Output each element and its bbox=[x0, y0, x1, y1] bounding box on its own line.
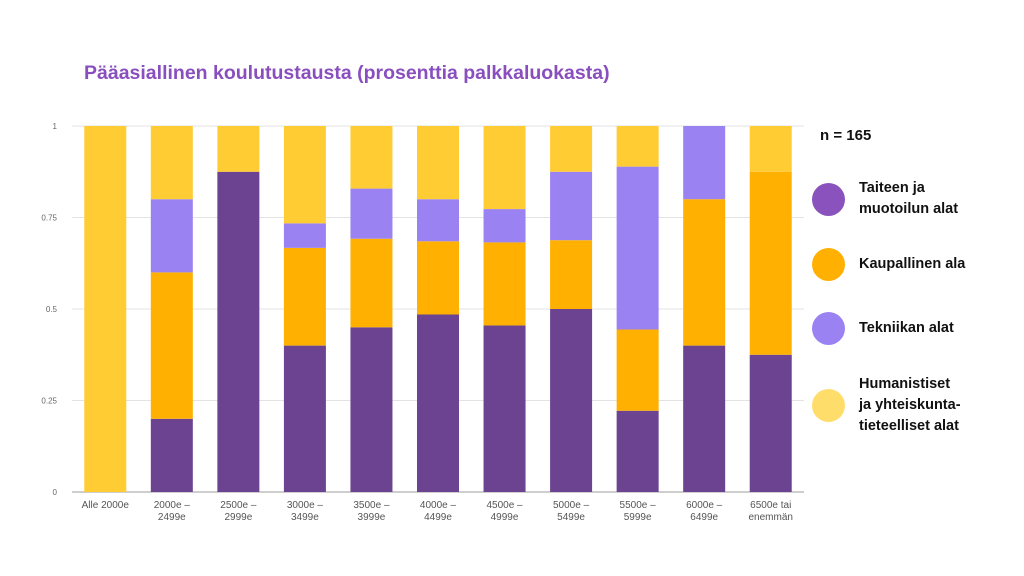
bar-segment bbox=[350, 238, 393, 328]
bar-segment bbox=[150, 199, 193, 273]
legend-item-humanistiset: Humanistiset ja yhteiskunta- tieteellise… bbox=[812, 374, 961, 437]
bar-segment bbox=[84, 126, 127, 492]
bar-segment bbox=[417, 241, 459, 315]
bar-segment bbox=[616, 126, 659, 167]
y-tick-label: 0 bbox=[53, 488, 58, 497]
y-tick-label: 1 bbox=[53, 122, 58, 131]
bar-segment bbox=[616, 166, 659, 330]
bar-segment bbox=[683, 345, 726, 492]
bar-segment bbox=[217, 126, 260, 172]
bar-segment bbox=[550, 126, 593, 172]
legend-label-tekniikka: Tekniikan alat bbox=[859, 320, 954, 336]
bar-segment bbox=[417, 126, 459, 200]
bar-segment bbox=[283, 126, 326, 224]
bar-segment bbox=[749, 126, 792, 172]
y-tick-label: 0.75 bbox=[41, 214, 57, 223]
bar-segment bbox=[616, 410, 659, 492]
x-tick-label: 5500e –5999e bbox=[620, 500, 657, 523]
bar-segment bbox=[350, 327, 393, 492]
legend-swatch-kaupallinen bbox=[812, 248, 845, 281]
legend-item-taide: Taiteen ja muotoilun alat bbox=[812, 178, 958, 220]
legend-label-taide: Taiteen ja muotoilun alat bbox=[859, 180, 959, 217]
legend-swatch-tekniikka bbox=[812, 312, 845, 345]
y-tick-label: 0.25 bbox=[41, 397, 57, 406]
x-tick-label: 2000e –2499e bbox=[154, 500, 191, 523]
bar-segment bbox=[550, 171, 593, 241]
x-tick-label: Alle 2000e bbox=[82, 500, 130, 511]
bar-segment bbox=[483, 242, 526, 326]
legend-swatch-humanistiset bbox=[812, 389, 845, 422]
bar-segment bbox=[283, 223, 326, 248]
bar-segment bbox=[683, 199, 726, 346]
bar-segment bbox=[150, 418, 193, 492]
legend-label-kaupallinen: Kaupallinen ala bbox=[859, 256, 966, 272]
bar-segment bbox=[483, 126, 526, 210]
bar-segment bbox=[150, 126, 193, 200]
x-tick-label: 2500e –2999e bbox=[220, 500, 257, 523]
bar-segment bbox=[550, 309, 593, 492]
x-tick-label: 6000e –6499e bbox=[686, 500, 723, 523]
bar-segment bbox=[417, 314, 459, 492]
bar-segment bbox=[483, 209, 526, 243]
bar-segment bbox=[350, 126, 393, 189]
legend-item-tekniikka: Tekniikan alat bbox=[812, 312, 954, 345]
bar-segment bbox=[550, 240, 593, 309]
legend-swatch-taide bbox=[812, 182, 845, 216]
x-tick-label: 3500e –3999e bbox=[353, 500, 390, 523]
bar-segment bbox=[217, 171, 260, 492]
bar-segment bbox=[683, 126, 726, 200]
bar-segment bbox=[150, 272, 193, 419]
bar-segment bbox=[283, 247, 326, 346]
bar-segment bbox=[283, 345, 326, 492]
bar-segment bbox=[483, 325, 526, 492]
x-tick-label: 5000e –5499e bbox=[553, 500, 590, 523]
bar-segment bbox=[749, 354, 792, 492]
bar-segment bbox=[616, 329, 659, 411]
bar-segment bbox=[749, 171, 792, 355]
x-tick-label: 4000e –4499e bbox=[420, 500, 457, 523]
x-tick-label: 6500e tai enemmän bbox=[748, 500, 792, 523]
y-tick-label: 0.5 bbox=[46, 305, 58, 314]
bar-segment bbox=[350, 188, 393, 239]
x-tick-label: 3000e –3499e bbox=[287, 500, 324, 523]
chart-title: Pääasiallinen koulutustausta (prosenttia… bbox=[84, 62, 610, 84]
legend-label-humanistiset: Humanistiset ja yhteiskunta- tieteellise… bbox=[859, 376, 961, 434]
bar-segment bbox=[417, 199, 459, 242]
x-tick-label: 4500e –4999e bbox=[486, 500, 523, 523]
sample-size-label: n = 165 bbox=[820, 127, 872, 144]
legend-item-kaupallinen: Kaupallinen ala bbox=[812, 248, 965, 281]
